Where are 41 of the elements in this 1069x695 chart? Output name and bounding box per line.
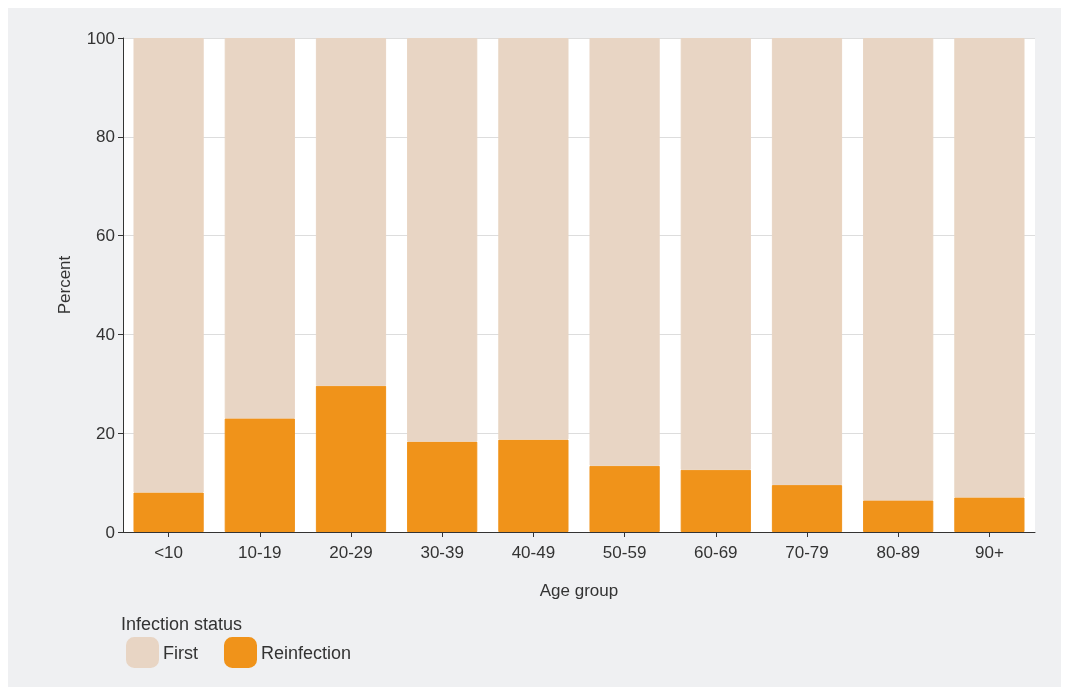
bar [133, 492, 204, 532]
y-tick-label: 40 [96, 324, 115, 344]
bar [589, 465, 660, 532]
bar [589, 38, 660, 466]
bar [863, 38, 934, 501]
bar [680, 469, 751, 532]
x-tick-label: 90+ [974, 543, 1004, 562]
y-tick-label: 60 [96, 226, 115, 246]
bar [680, 38, 751, 470]
bar [224, 418, 295, 532]
x-tick-label: 80-89 [876, 543, 920, 562]
x-tick-label: 20-29 [329, 543, 373, 562]
bar [224, 38, 295, 419]
bar [407, 441, 478, 532]
x-tick-label: 50-59 [602, 543, 647, 562]
bar [863, 500, 934, 532]
bar [954, 497, 1025, 532]
x-tick-label: 10-19 [238, 543, 282, 562]
legend-label: First [163, 642, 198, 663]
legend-label: Reinfection [260, 642, 352, 663]
x-tick-label: 60-69 [694, 543, 738, 562]
x-axis-title: Age group [539, 581, 619, 600]
bar [498, 439, 569, 532]
y-tick-label: 0 [105, 522, 115, 542]
y-tick-label: 100 [86, 28, 115, 48]
x-tick-label: 40-49 [511, 543, 556, 562]
x-tick-label: 70-79 [785, 543, 829, 562]
bar [954, 38, 1025, 498]
bar [407, 38, 478, 442]
y-axis-title: Percent [55, 255, 74, 315]
x-tick-label: 30-39 [420, 543, 464, 562]
bar [771, 485, 843, 532]
bar [498, 38, 569, 440]
bar [315, 38, 387, 386]
bar [315, 385, 387, 532]
y-tick-label: 80 [96, 127, 115, 147]
x-tick-label: <10 [154, 543, 184, 562]
y-tick-label: 20 [96, 423, 115, 443]
bar [133, 38, 204, 493]
legend-title: Infection status [121, 614, 243, 634]
bar [771, 38, 843, 486]
